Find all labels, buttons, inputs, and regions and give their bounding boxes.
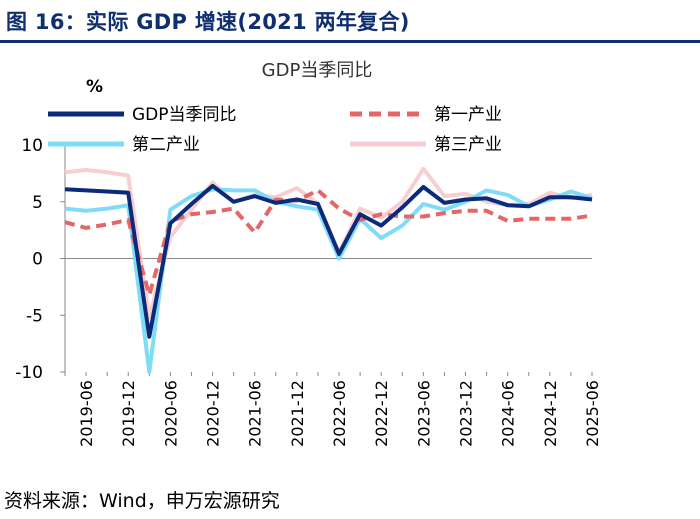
x-tick-label: 2019-06 (77, 380, 96, 447)
y-tick-label: -5 (26, 306, 43, 326)
x-tick-label: 2022-12 (372, 380, 391, 447)
y-tick-label: -10 (15, 363, 43, 383)
series-layer (64, 166, 593, 374)
title-rule (0, 40, 700, 43)
y-tick-label: 10 (21, 136, 43, 156)
y-unit-label: % (86, 77, 103, 97)
x-tick-label: 2024-06 (499, 380, 518, 447)
x-tick-label: 2024-12 (541, 380, 560, 447)
legend-label-1: GDP当季同比 (132, 105, 237, 125)
x-tick-label: 2023-06 (414, 380, 433, 447)
x-tick-label: 2021-12 (288, 380, 307, 447)
legend-label-2: 第一产业 (434, 105, 502, 125)
figure-title: 图 16：实际 GDP 增速(2021 两年复合) (6, 10, 410, 34)
x-tick-label: 2025-06 (583, 380, 602, 447)
series-line-2 (64, 188, 593, 297)
x-tick-label: 2021-06 (246, 380, 265, 447)
x-tick-label: 2022-06 (330, 380, 349, 447)
x-tick-label: 2023-12 (457, 380, 476, 447)
axes: 10 5 0 -5 -10 2019-06 2019-12 2020-06 2020-12 202… (15, 136, 602, 447)
chart-title: GDP当季同比 (262, 60, 373, 81)
x-tick-label: 2020-06 (161, 380, 180, 447)
legend-label-3: 第二产业 (132, 135, 200, 155)
y-tick-label: 0 (32, 250, 43, 270)
series-line-1 (64, 183, 593, 339)
x-tick-label: 2019-12 (119, 380, 138, 447)
y-tick-label: 5 (32, 193, 43, 213)
source-note: 资料来源：Wind，申万宏源研究 (4, 490, 280, 512)
legend-label-4: 第三产业 (434, 135, 502, 155)
x-tick-label: 2020-12 (204, 380, 223, 447)
